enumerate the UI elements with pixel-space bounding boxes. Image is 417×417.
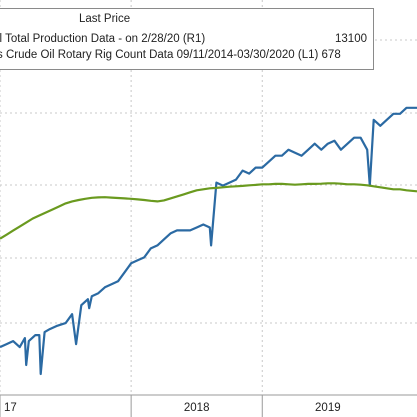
x-ticks: 17 2018 2019 — [0, 395, 341, 417]
series-lines — [0, 106, 417, 376]
legend-title: Last Price — [79, 13, 131, 25]
x-tick-label: 17 — [4, 402, 17, 414]
legend-value: 13100 — [335, 33, 367, 45]
x-tick-label: 2019 — [315, 402, 341, 414]
legend: Last Price il Total Production Data - on… — [0, 8, 374, 70]
series-line — [0, 106, 417, 376]
x-tick-label: 2018 — [184, 402, 210, 414]
legend-label: il Total Production Data - on 2/28/20 (R… — [0, 33, 206, 45]
series-line — [0, 182, 417, 240]
legend-label: s Crude Oil Rotary Rig Count Data 09/11/… — [0, 49, 341, 61]
